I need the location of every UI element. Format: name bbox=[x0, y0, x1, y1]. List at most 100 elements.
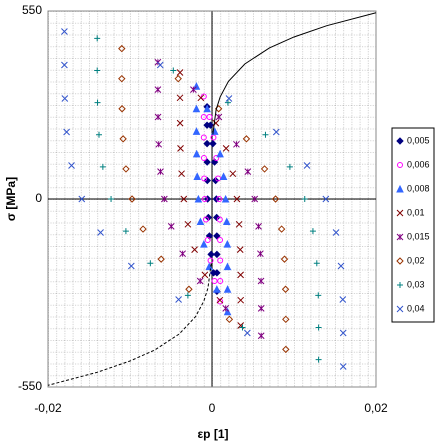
marker bbox=[209, 139, 217, 148]
marker bbox=[251, 195, 259, 203]
marker bbox=[147, 260, 154, 267]
marker bbox=[313, 260, 320, 267]
marker bbox=[200, 134, 207, 141]
marker bbox=[216, 196, 223, 202]
marker bbox=[221, 194, 230, 203]
marker bbox=[277, 225, 286, 233]
marker bbox=[282, 315, 290, 324]
marker bbox=[332, 229, 340, 236]
marker bbox=[196, 217, 205, 226]
marker bbox=[216, 296, 224, 304]
marker bbox=[222, 217, 231, 226]
marker bbox=[157, 255, 165, 263]
marker bbox=[210, 134, 217, 141]
marker bbox=[244, 168, 252, 176]
marker bbox=[213, 154, 220, 161]
marker bbox=[213, 232, 221, 240]
marker bbox=[271, 195, 280, 203]
marker bbox=[122, 165, 130, 173]
marker bbox=[257, 332, 265, 340]
marker bbox=[118, 74, 126, 83]
marker bbox=[174, 74, 182, 83]
marker bbox=[286, 163, 293, 170]
marker bbox=[176, 94, 184, 102]
marker bbox=[192, 104, 201, 113]
marker bbox=[223, 307, 232, 316]
legend-marker bbox=[396, 233, 404, 241]
marker bbox=[217, 237, 224, 244]
legend-label: 0,01 bbox=[407, 207, 425, 217]
marker bbox=[260, 165, 269, 173]
marker bbox=[61, 61, 68, 69]
marker bbox=[154, 113, 162, 121]
marker bbox=[78, 195, 86, 203]
legend-label: 0,008 bbox=[407, 183, 430, 193]
marker bbox=[211, 176, 220, 185]
x-tick-label: 0,02 bbox=[364, 401, 388, 415]
marker bbox=[68, 162, 75, 169]
marker bbox=[223, 285, 232, 293]
marker bbox=[175, 296, 182, 303]
legend-marker bbox=[396, 184, 404, 193]
marker bbox=[184, 292, 191, 299]
marker bbox=[96, 131, 103, 138]
marker bbox=[303, 162, 311, 169]
marker bbox=[233, 195, 241, 203]
marker bbox=[217, 257, 224, 264]
marker bbox=[170, 67, 177, 74]
marker bbox=[190, 86, 197, 93]
marker bbox=[257, 250, 264, 258]
marker bbox=[63, 128, 70, 136]
marker bbox=[97, 229, 104, 236]
marker bbox=[201, 271, 209, 279]
marker bbox=[157, 168, 164, 176]
marker bbox=[213, 285, 221, 293]
legend-label: 0,005 bbox=[407, 135, 430, 145]
marker bbox=[337, 262, 345, 270]
marker bbox=[211, 278, 218, 285]
marker bbox=[193, 172, 202, 180]
marker bbox=[203, 158, 211, 166]
marker bbox=[161, 195, 168, 203]
marker bbox=[61, 28, 68, 35]
marker bbox=[94, 99, 101, 106]
x-axis-label: εp [1] bbox=[197, 427, 228, 441]
marker bbox=[156, 61, 164, 69]
marker bbox=[177, 145, 184, 152]
marker bbox=[196, 277, 204, 285]
marker bbox=[206, 113, 213, 120]
marker bbox=[204, 237, 211, 244]
marker bbox=[197, 94, 205, 102]
marker bbox=[315, 356, 322, 363]
marker bbox=[217, 298, 224, 305]
marker bbox=[200, 93, 207, 100]
marker bbox=[237, 296, 245, 304]
marker bbox=[200, 154, 207, 161]
marker bbox=[224, 99, 231, 106]
marker bbox=[216, 149, 224, 158]
legend-marker bbox=[397, 282, 403, 288]
marker bbox=[192, 149, 201, 158]
marker bbox=[61, 95, 69, 102]
marker bbox=[236, 246, 244, 253]
marker bbox=[255, 222, 262, 230]
marker bbox=[213, 269, 221, 277]
marker bbox=[322, 195, 330, 203]
legend-label: 0,02 bbox=[407, 255, 425, 265]
marker bbox=[281, 285, 290, 293]
marker bbox=[176, 119, 184, 127]
marker bbox=[206, 121, 215, 129]
grid bbox=[47, 10, 377, 388]
marker bbox=[201, 175, 208, 182]
marker bbox=[180, 195, 188, 203]
marker bbox=[225, 95, 233, 102]
legend-box bbox=[391, 127, 435, 323]
marker bbox=[229, 170, 237, 178]
marker bbox=[282, 345, 290, 354]
marker bbox=[339, 363, 347, 370]
legend-label: 0,015 bbox=[407, 231, 430, 241]
legend-label: 0,04 bbox=[407, 303, 425, 313]
marker bbox=[225, 315, 234, 324]
marker bbox=[309, 228, 316, 235]
